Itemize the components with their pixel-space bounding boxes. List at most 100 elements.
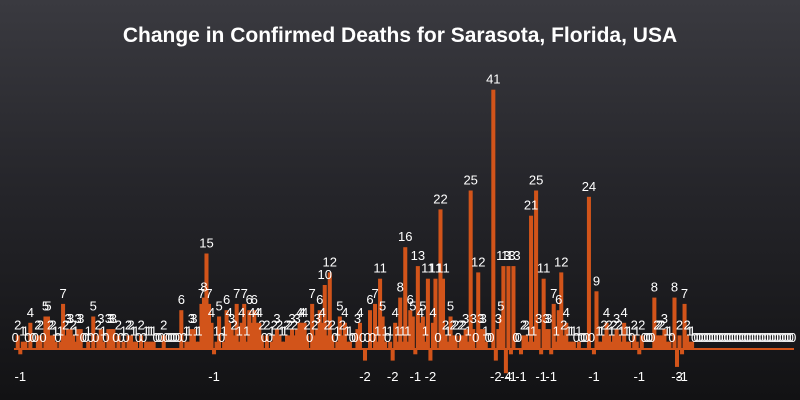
data-label: 1 [465, 324, 472, 339]
bar [66, 329, 71, 348]
data-label: 2 [460, 317, 467, 332]
data-label: 1 [595, 324, 602, 339]
data-label: 2 [160, 317, 167, 332]
bar [121, 341, 126, 348]
bar [586, 196, 591, 348]
bar [508, 348, 513, 355]
data-label: 0 [359, 330, 366, 345]
data-label: 22 [433, 191, 447, 206]
data-label: 12 [471, 254, 485, 269]
data-label: 1 [686, 324, 693, 339]
bar [451, 335, 456, 348]
bar [184, 341, 189, 348]
data-label: 0 [349, 330, 356, 345]
data-label: 1 [145, 324, 152, 339]
data-label: 0 [165, 330, 172, 345]
bar [524, 335, 529, 348]
data-label: 4 [253, 305, 260, 320]
bar [481, 329, 486, 348]
data-label: 1 [183, 324, 190, 339]
data-label: 3 [543, 311, 550, 326]
bar [544, 329, 549, 348]
bar [667, 341, 672, 348]
data-label: 2 [442, 317, 449, 332]
bar [657, 335, 662, 348]
data-label: 0 [696, 330, 703, 345]
bar [78, 329, 83, 348]
bar [48, 335, 53, 348]
bar [111, 329, 116, 348]
bar [86, 341, 91, 348]
data-label: 0 [736, 330, 743, 345]
data-label: 0 [744, 330, 751, 345]
bar [146, 341, 151, 348]
data-label: 13 [411, 248, 425, 263]
data-label: 1 [142, 324, 149, 339]
bar [413, 348, 418, 355]
data-label: 2 [653, 317, 660, 332]
data-label: 11 [436, 261, 450, 276]
data-label: 0 [716, 330, 723, 345]
bar [418, 322, 423, 348]
bar [604, 322, 609, 348]
data-label: 8 [200, 280, 207, 295]
bar [690, 341, 695, 348]
bar [45, 316, 50, 348]
bar [357, 322, 362, 348]
bar [68, 329, 73, 348]
data-label: 0 [155, 330, 162, 345]
bar [529, 215, 534, 348]
data-label: 2 [286, 317, 293, 332]
data-label: 3 [354, 311, 361, 326]
data-label: 4 [27, 305, 34, 320]
data-label: 1 [422, 324, 429, 339]
data-label: 0 [512, 330, 519, 345]
data-label: 1 [553, 324, 560, 339]
data-label: 0 [719, 330, 726, 345]
data-label: 0 [724, 330, 731, 345]
bar [503, 348, 508, 374]
data-label: 3 [77, 311, 84, 326]
data-label: 0 [706, 330, 713, 345]
data-label: 1 [598, 324, 605, 339]
data-label: 0 [726, 330, 733, 345]
bar [368, 310, 373, 348]
bar [134, 341, 139, 348]
data-label: 1 [281, 324, 288, 339]
bar [191, 329, 196, 348]
bar [602, 335, 607, 348]
data-label: 6 [316, 292, 323, 307]
data-label: 0 [173, 330, 180, 345]
data-label: 2 [283, 317, 290, 332]
bar [405, 341, 410, 348]
data-label: 1 [130, 324, 137, 339]
bar [408, 310, 413, 348]
data-label: 25 [529, 173, 543, 188]
bar [279, 341, 284, 348]
data-label: 1 [608, 324, 615, 339]
data-label: 0 [731, 330, 738, 345]
data-label: 0 [769, 330, 776, 345]
bar [284, 335, 290, 348]
bar [594, 291, 599, 348]
data-label: 3 [64, 311, 71, 326]
data-label: 3 [110, 311, 117, 326]
bar [541, 278, 546, 348]
data-label: 2 [605, 317, 612, 332]
bar [234, 303, 239, 348]
bar [259, 335, 264, 348]
bar [335, 341, 340, 348]
bar [546, 329, 551, 348]
bar [320, 322, 325, 348]
data-label: 0 [648, 330, 655, 345]
data-label: 4 [298, 305, 305, 320]
data-label: 2 [304, 317, 311, 332]
data-label: -1 [588, 369, 600, 384]
data-label: 0 [761, 330, 768, 345]
data-label: 5 [42, 299, 49, 314]
data-label: 2 [37, 317, 44, 332]
data-label: 1 [623, 324, 630, 339]
bar [380, 316, 385, 348]
data-label: 2 [683, 317, 690, 332]
